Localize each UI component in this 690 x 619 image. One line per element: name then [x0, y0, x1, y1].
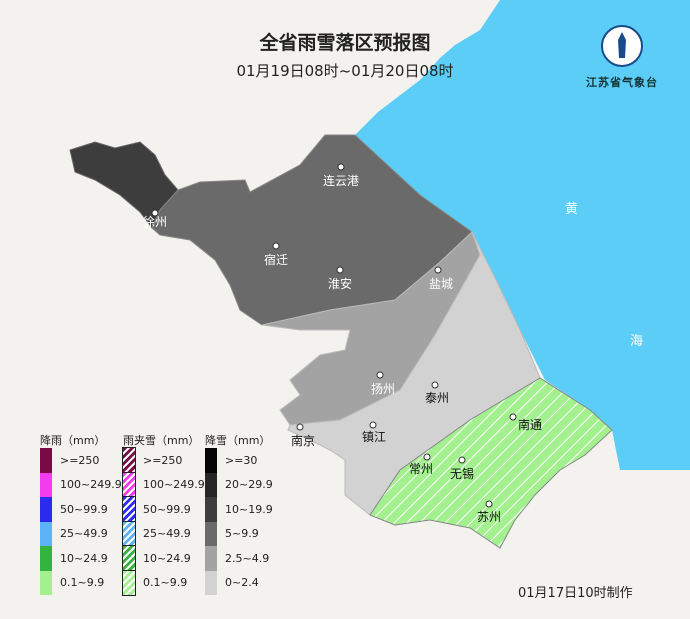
legend-item: 10~24.9 — [40, 546, 122, 571]
legend-swatch — [40, 497, 52, 522]
legend-swatch — [122, 569, 136, 596]
logo-text: 江苏省气象台 — [586, 76, 658, 89]
legend-label: 2.5~4.9 — [225, 551, 270, 565]
legend-label: >=250 — [60, 453, 100, 467]
legend-item: 2.5~4.9 — [205, 546, 273, 571]
legend-item: >=30 — [205, 448, 273, 473]
legend-item: 5~9.9 — [205, 521, 273, 546]
legend-snow: 降雪（mm） >=30 20~29.9 10~19.9 5~9.9 2.5~4.9 0~2… — [205, 432, 273, 595]
map-subtitle: 01月19日08时~01月20日08时 — [236, 62, 454, 80]
city-label: 苏州 — [476, 510, 502, 524]
legend-label: 0~2.4 — [225, 576, 259, 590]
issued-time: 01月17日10时制作 — [518, 586, 633, 601]
city-label: 连云港 — [322, 174, 360, 188]
legend-item: 100~249.9 — [122, 471, 205, 498]
legend-item: 100~249.9 — [40, 472, 122, 497]
legend-label: 10~24.9 — [143, 551, 191, 565]
city-label: 常州 — [408, 462, 434, 476]
sea-label: 黄 — [565, 202, 579, 217]
legend-item: >=250 — [122, 447, 205, 474]
city-dot — [434, 266, 442, 274]
legend-item: 10~24.9 — [122, 545, 205, 572]
legend-swatch — [122, 545, 136, 572]
city-dot — [369, 421, 377, 429]
legend-label: 50~99.9 — [143, 502, 191, 516]
city-dot — [509, 413, 517, 421]
city-dot — [151, 209, 159, 217]
city-dot — [336, 266, 344, 274]
legend-label: 10~19.9 — [225, 502, 273, 516]
legend-swatch — [205, 448, 217, 473]
legend-item: 25~49.9 — [122, 520, 205, 547]
legend-swatch — [122, 471, 136, 498]
legend-label: 5~9.9 — [225, 527, 259, 541]
logo: 江苏省气象台 — [582, 24, 662, 90]
city-dot — [458, 456, 466, 464]
city-dot — [431, 381, 439, 389]
city-dot — [423, 453, 431, 461]
sea-label: 海 — [630, 334, 644, 349]
legend-label: >=30 — [225, 453, 258, 467]
city-label: 盐城 — [428, 277, 454, 291]
legend-title: 雨夹雪（mm） — [123, 434, 200, 447]
legend-item: >=250 — [40, 448, 122, 473]
city-dot — [485, 500, 493, 508]
legend-label: 25~49.9 — [60, 527, 108, 541]
legend-item: 20~29.9 — [205, 472, 273, 497]
legend-label: 100~249.9 — [143, 478, 205, 492]
legend-item: 0.1~9.9 — [40, 570, 122, 595]
legend-swatch — [40, 570, 52, 595]
legend-rain: 降雨（mm） >=250 100~249.9 50~99.9 25~49.9 10~24… — [40, 432, 122, 595]
city-label: 无锡 — [449, 467, 475, 481]
city-label: 宿迁 — [263, 253, 289, 267]
sleet-0.1-9.9-area — [369, 377, 613, 549]
city-dot — [272, 242, 280, 250]
legend-swatch — [40, 448, 52, 473]
legend-label: 25~49.9 — [143, 527, 191, 541]
legend-swatch — [122, 520, 136, 547]
legend-label: 10~24.9 — [60, 551, 108, 565]
city-label: 淮安 — [327, 277, 353, 291]
logo-emblem-icon — [601, 25, 643, 67]
legend-swatch — [40, 472, 52, 497]
legend-item: 0~2.4 — [205, 570, 273, 595]
city-label: 徐州 — [142, 215, 168, 229]
city-label: 南京 — [290, 434, 316, 448]
legend-swatch — [205, 570, 217, 595]
snow-0-2.4-area — [287, 231, 541, 516]
legend-swatch — [122, 496, 136, 523]
city-dot — [376, 371, 384, 379]
legend-label: 0.1~9.9 — [60, 576, 105, 590]
legend-swatch — [40, 521, 52, 546]
legend-swatch — [40, 546, 52, 571]
legend-sleet: 雨夹雪（mm） >=250 100~249.9 50~99.9 25~49.9 10~2… — [122, 432, 205, 596]
legend-title: 降雨（mm） — [40, 434, 106, 447]
legend-swatch — [205, 546, 217, 571]
legend-item: 10~19.9 — [205, 497, 273, 522]
legend-item: 50~99.9 — [40, 497, 122, 522]
legend-swatch — [122, 447, 136, 474]
city-label: 南通 — [517, 418, 543, 432]
legend-label: >=250 — [143, 453, 183, 467]
legend-label: 50~99.9 — [60, 502, 108, 516]
legend-label: 20~29.9 — [225, 478, 273, 492]
city-label: 扬州 — [370, 382, 396, 396]
legend-item: 50~99.9 — [122, 496, 205, 523]
legend-swatch — [205, 472, 217, 497]
sea — [355, 0, 690, 470]
city-label: 泰州 — [424, 391, 450, 405]
legend-label: 100~249.9 — [60, 478, 122, 492]
legend-label: 0.1~9.9 — [143, 576, 188, 590]
legend-item: 25~49.9 — [40, 521, 122, 546]
city-label: 镇江 — [361, 430, 387, 444]
legend-swatch — [205, 497, 217, 522]
city-dot — [296, 423, 304, 431]
legend-item: 0.1~9.9 — [122, 569, 205, 596]
city-dot — [337, 163, 345, 171]
legend-title: 降雪（mm） — [205, 434, 271, 447]
map-title: 全省雨雪落区预报图 — [259, 32, 431, 54]
legend-swatch — [205, 521, 217, 546]
